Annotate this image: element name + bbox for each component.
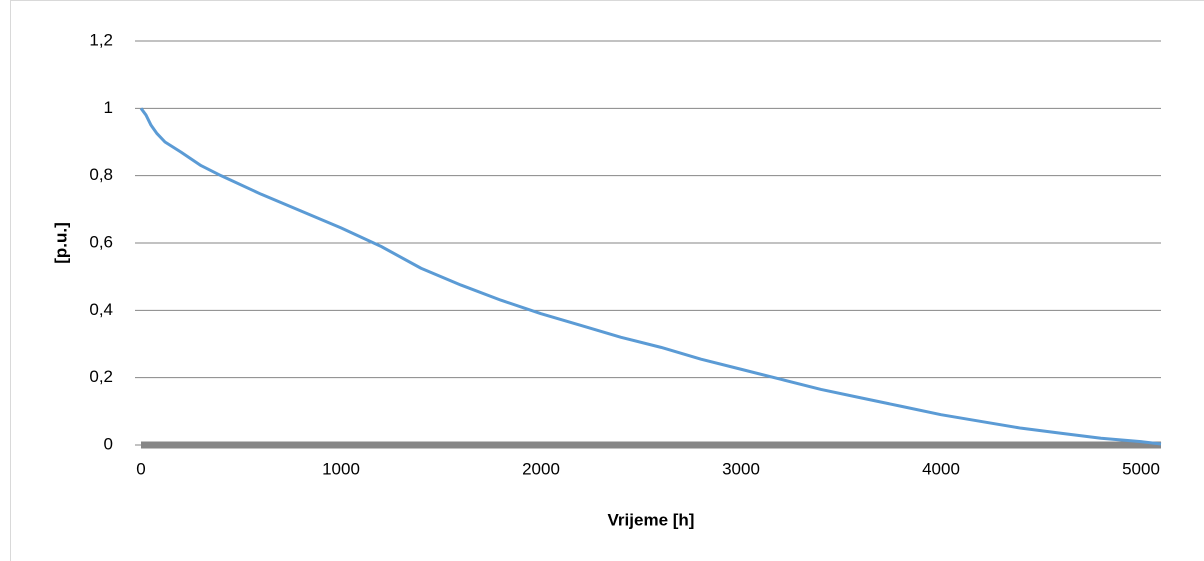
line-series: [139, 107, 1162, 446]
x-tick-label: 0: [136, 459, 145, 478]
x-axis-title: Vrijeme [h]: [608, 510, 695, 529]
x-tick-label: 5000: [1122, 459, 1160, 478]
x-tick-label: 4000: [922, 459, 960, 478]
y-axis-title: [p.u.]: [51, 222, 70, 264]
y-tick-label: 0,6: [89, 232, 113, 251]
y-tick-label: 0,2: [89, 367, 113, 386]
x-tick-label: 2000: [522, 459, 560, 478]
y-tick-label: 0,8: [89, 165, 113, 184]
chart-frame: [10, 0, 1204, 561]
y-tick-label: 1,2: [89, 30, 113, 49]
y-tick-label: 1: [104, 98, 113, 117]
y-tick-label: 0: [104, 434, 113, 453]
y-tick-label: 0,4: [89, 300, 113, 319]
x-tick-label: 1000: [322, 459, 360, 478]
x-tick-label: 3000: [722, 459, 760, 478]
